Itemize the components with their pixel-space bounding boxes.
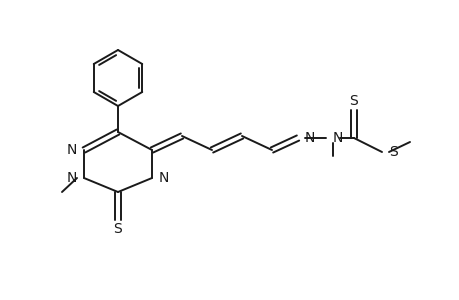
Text: N: N xyxy=(332,131,342,145)
Text: N: N xyxy=(304,131,315,145)
Text: S: S xyxy=(388,145,397,159)
Text: S: S xyxy=(113,222,122,236)
Text: S: S xyxy=(349,94,358,108)
Text: N: N xyxy=(67,171,77,185)
Text: N: N xyxy=(67,143,77,157)
Text: N: N xyxy=(159,171,169,185)
